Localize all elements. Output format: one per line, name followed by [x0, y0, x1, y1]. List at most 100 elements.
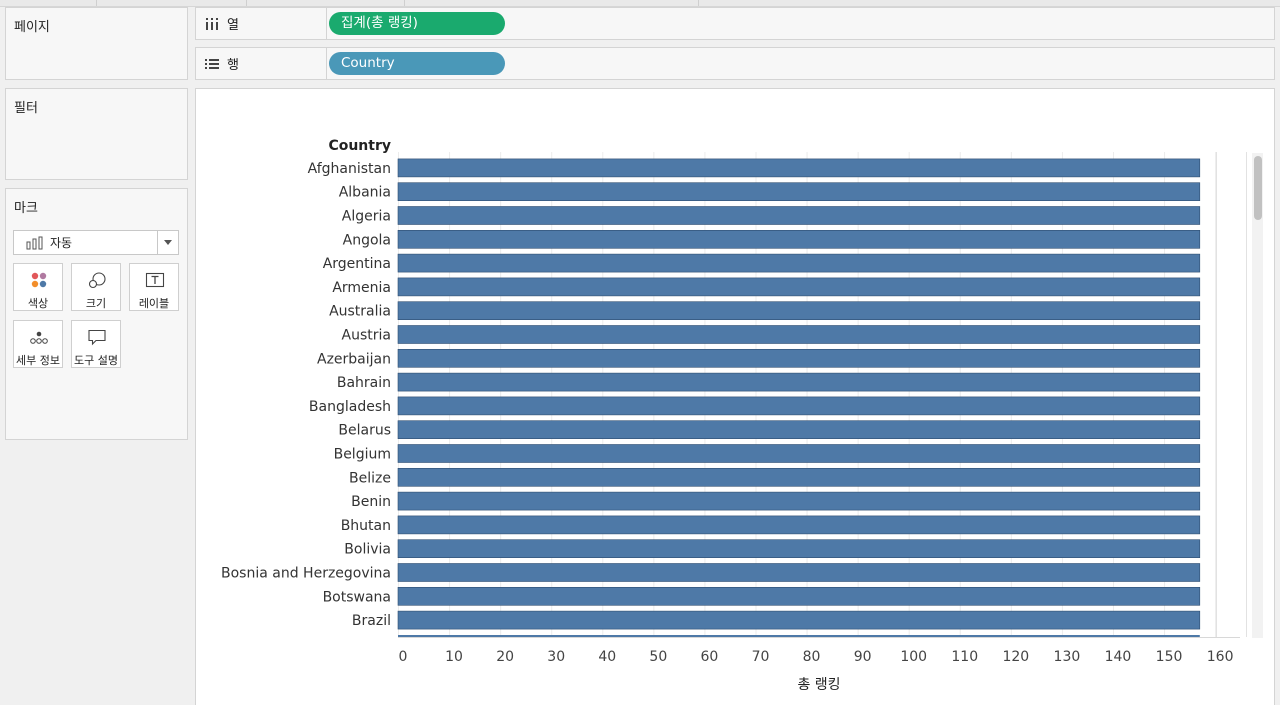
- bar[interactable]: [397, 586, 1201, 606]
- x-tick-label: 60: [701, 649, 719, 665]
- category-label[interactable]: Bhutan: [341, 518, 391, 534]
- tooltip-bubble-icon: [88, 329, 106, 346]
- category-label[interactable]: Austria: [342, 328, 391, 344]
- bar[interactable]: [397, 467, 1201, 487]
- bar[interactable]: [397, 396, 1201, 416]
- category-label[interactable]: Belgium: [334, 447, 391, 463]
- category-label[interactable]: Armenia: [332, 280, 391, 296]
- category-label[interactable]: Belize: [349, 470, 391, 486]
- bar[interactable]: [397, 301, 1201, 321]
- x-tick-label: 160: [1207, 649, 1234, 665]
- category-label[interactable]: Bolivia: [344, 542, 391, 558]
- bar[interactable]: [397, 610, 1201, 630]
- x-axis-title: 총 랭킹: [797, 677, 840, 693]
- bar[interactable]: [397, 491, 1201, 511]
- x-tick-label: 0: [399, 649, 408, 665]
- size-button-label: 크기: [85, 297, 107, 310]
- bar[interactable]: [397, 444, 1201, 463]
- category-label[interactable]: Angola: [343, 232, 391, 248]
- chevron-down-icon[interactable]: [157, 231, 178, 254]
- columns-shelf-label: 열: [227, 18, 239, 33]
- label-button-label: 레이블: [138, 297, 170, 310]
- category-label[interactable]: Bosnia and Herzegovina: [221, 566, 391, 582]
- strip-divider: [698, 0, 699, 6]
- x-tick-label: 110: [951, 649, 978, 665]
- category-label[interactable]: Albania: [339, 185, 391, 201]
- filters-title: 필터: [14, 101, 38, 116]
- color-dots-icon: [31, 272, 47, 288]
- columns-shelf-header: 열: [196, 8, 327, 39]
- category-label[interactable]: Algeria: [342, 209, 391, 225]
- strip-divider: [246, 0, 247, 6]
- category-label[interactable]: Bahrain: [337, 375, 391, 391]
- columns-icon: [206, 17, 218, 30]
- columns-shelf[interactable]: 열 집계(총 랭킹): [195, 7, 1275, 40]
- category-label[interactable]: Bangladesh: [309, 399, 391, 415]
- rows-shelf[interactable]: 행 Country: [195, 47, 1275, 80]
- strip-divider: [404, 0, 405, 6]
- pages-title: 페이지: [14, 20, 50, 35]
- bar[interactable]: [397, 348, 1201, 368]
- bar[interactable]: [397, 563, 1201, 582]
- bar[interactable]: [397, 420, 1201, 440]
- detail-button[interactable]: 세부 정보: [13, 320, 63, 368]
- bars-group: [397, 158, 1201, 653]
- bar[interactable]: [397, 539, 1201, 559]
- bar-partial[interactable]: [398, 635, 1200, 653]
- bar[interactable]: [397, 206, 1201, 225]
- rows-pill[interactable]: Country: [329, 52, 505, 75]
- strip-divider: [96, 0, 97, 6]
- bar[interactable]: [397, 515, 1201, 535]
- x-tick-label: 90: [854, 649, 872, 665]
- category-label[interactable]: Azerbaijan: [317, 351, 391, 367]
- top-toolbar-strip: [0, 0, 1280, 7]
- bar[interactable]: [397, 372, 1201, 392]
- vertical-scrollbar-track[interactable]: [1252, 153, 1263, 638]
- pages-card[interactable]: 페이지: [5, 7, 188, 80]
- x-tick-label: 40: [598, 649, 616, 665]
- x-tick-label: 120: [1002, 649, 1029, 665]
- tooltip-button-label: 도구 설명: [74, 354, 118, 367]
- rows-shelf-header: 행: [196, 48, 327, 79]
- columns-pill[interactable]: 집계(총 랭킹): [329, 12, 505, 35]
- x-tick-label: 20: [496, 649, 514, 665]
- color-button[interactable]: 색상: [13, 263, 63, 311]
- tooltip-button[interactable]: 도구 설명: [71, 320, 121, 368]
- size-circles-icon: [88, 272, 106, 289]
- bar[interactable]: [397, 158, 1201, 178]
- detail-dots-icon: [30, 331, 48, 344]
- category-label[interactable]: Afghanistan: [308, 161, 391, 177]
- x-tick-label: 50: [649, 649, 667, 665]
- size-button[interactable]: 크기: [71, 263, 121, 311]
- x-tick-label: 140: [1105, 649, 1132, 665]
- bar[interactable]: [397, 230, 1201, 249]
- label-button[interactable]: 레이블: [129, 263, 179, 311]
- filters-card[interactable]: 필터: [5, 88, 188, 180]
- category-label[interactable]: Benin: [351, 494, 391, 510]
- color-button-label: 색상: [27, 297, 49, 310]
- bar[interactable]: [397, 182, 1201, 201]
- x-tick-label: 80: [803, 649, 821, 665]
- category-label[interactable]: Australia: [329, 304, 391, 320]
- category-label[interactable]: Brazil: [352, 613, 391, 629]
- detail-button-label: 세부 정보: [16, 354, 60, 367]
- vertical-scrollbar-thumb[interactable]: [1254, 156, 1262, 220]
- x-tick-label: 130: [1054, 649, 1081, 665]
- label-text-icon: [145, 272, 165, 288]
- rows-shelf-label: 행: [227, 58, 239, 73]
- x-tick-label: 100: [900, 649, 927, 665]
- mark-type-value: 자동: [50, 236, 73, 250]
- marks-title: 마크: [14, 201, 38, 216]
- row-header: Country: [328, 138, 391, 154]
- x-tick-label: 150: [1156, 649, 1183, 665]
- category-label[interactable]: Argentina: [323, 256, 391, 272]
- x-tick-label: 10: [445, 649, 463, 665]
- bar[interactable]: [397, 277, 1201, 297]
- bar[interactable]: [397, 253, 1201, 273]
- category-label[interactable]: Belarus: [338, 423, 391, 439]
- category-label[interactable]: Botswana: [323, 589, 391, 605]
- x-tick-label: 70: [752, 649, 770, 665]
- bar[interactable]: [397, 325, 1201, 344]
- mark-type-dropdown[interactable]: 자동: [13, 230, 179, 255]
